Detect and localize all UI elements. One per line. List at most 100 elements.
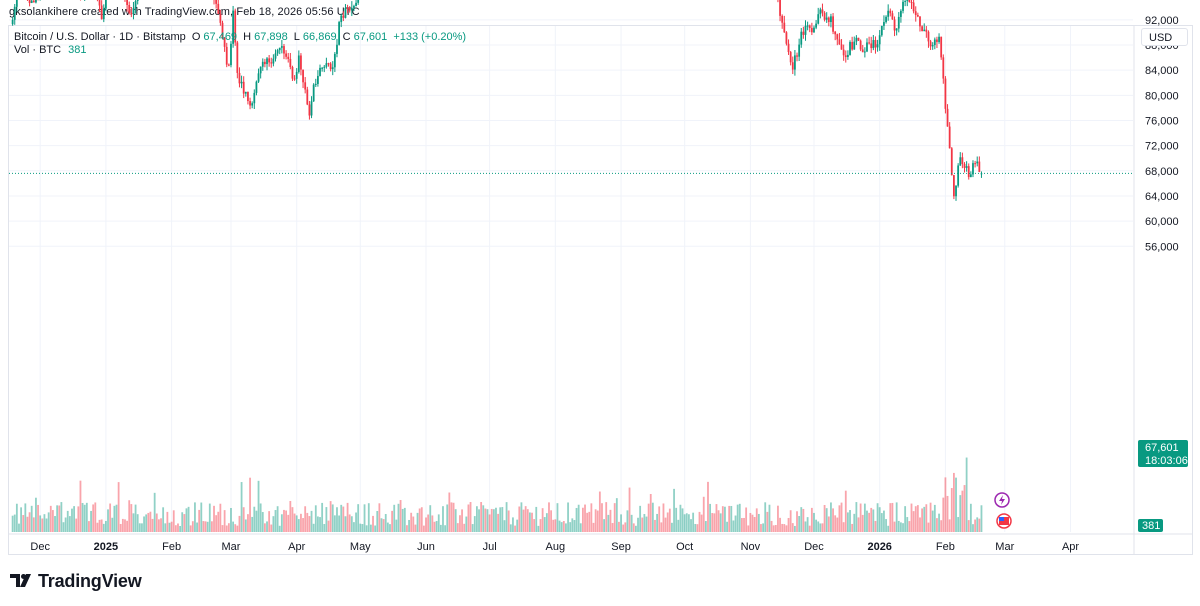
volume-bar — [649, 494, 652, 532]
volume-bar — [717, 510, 720, 532]
volume-bar — [654, 519, 656, 532]
volume-bar — [719, 513, 722, 532]
volume-bar — [503, 520, 506, 532]
volume-bar — [830, 502, 832, 532]
candle-body — [15, 0, 18, 7]
candle-body — [272, 58, 275, 64]
candle-body — [105, 0, 107, 9]
volume-bar — [272, 516, 275, 532]
candle-body — [350, 7, 353, 11]
volume-bar — [692, 512, 695, 532]
volume-bar — [891, 502, 894, 532]
volume-bar — [760, 524, 762, 532]
volume-bar — [808, 525, 811, 532]
volume-bar — [98, 519, 101, 532]
candle-body — [853, 41, 856, 50]
volume-bar — [238, 515, 241, 532]
volume-bar — [300, 513, 302, 532]
volume-bar — [374, 525, 377, 532]
candle-body — [274, 53, 277, 59]
candle-body — [874, 40, 877, 48]
chart-frame[interactable] — [8, 25, 1193, 555]
volume-bar — [149, 511, 152, 532]
volume-bar — [185, 508, 188, 532]
credit-text: gksolankihere created with TradingView.c… — [9, 6, 360, 18]
volume-bar — [342, 506, 345, 532]
volume-bar — [607, 514, 610, 532]
volume-bar — [965, 457, 968, 532]
volume-bar — [953, 472, 955, 532]
volume-bar — [785, 525, 788, 532]
volume-bar — [957, 517, 960, 532]
volume-bar — [490, 508, 493, 532]
volume-bar — [251, 516, 254, 532]
candle-body — [847, 54, 849, 58]
volume-bar — [200, 502, 203, 532]
volume-bar — [96, 522, 99, 532]
price-tick-label: 76,000 — [1145, 115, 1179, 127]
volume-bar — [143, 516, 145, 532]
candle-body — [876, 44, 879, 48]
candle-body — [238, 72, 241, 84]
price-tick-label: 72,000 — [1145, 141, 1179, 153]
volume-bar — [866, 510, 868, 532]
candle-body — [278, 47, 281, 51]
volume-bar — [128, 500, 131, 532]
candle-body — [259, 66, 262, 74]
volume-bar — [141, 523, 143, 532]
volume-bar — [847, 512, 849, 532]
volume-bar — [745, 507, 748, 532]
candle-body — [340, 15, 343, 23]
volume-bar — [779, 517, 781, 532]
candle-body — [908, 0, 911, 3]
volume-bar — [590, 503, 593, 532]
volume-bar — [208, 503, 211, 532]
volume-bar — [660, 522, 663, 532]
volume-bar — [283, 509, 285, 532]
candle-body — [264, 61, 266, 65]
volume-bar — [145, 514, 148, 532]
volume-bar — [571, 518, 574, 532]
volume-bar — [278, 525, 281, 532]
candle-body — [346, 7, 349, 9]
volume-bar — [45, 518, 48, 532]
volume-bar — [20, 507, 22, 532]
volume-bar — [194, 502, 196, 532]
volume-bar — [556, 503, 559, 532]
volume-bar — [514, 525, 516, 532]
candle-body — [342, 15, 345, 18]
volume-bar — [410, 512, 413, 532]
volume-bar — [291, 507, 294, 532]
volume-bar — [105, 520, 107, 532]
volume-bar — [933, 504, 936, 532]
candle-body — [916, 14, 919, 17]
candle-body — [919, 16, 921, 27]
candle-body — [787, 43, 790, 53]
candle-body — [255, 81, 258, 93]
currency-button[interactable]: USD — [1141, 28, 1188, 46]
volume-bar — [372, 515, 374, 532]
volume-bar — [840, 502, 843, 532]
volume-bar — [938, 513, 940, 532]
volume-bar — [613, 503, 616, 532]
volume-bar — [280, 514, 283, 532]
volume-bar — [124, 519, 126, 532]
candle-body — [813, 27, 815, 33]
volume-bar — [876, 503, 879, 532]
volume-bar — [179, 525, 181, 532]
volume-bar — [713, 513, 716, 532]
volume-bar — [448, 492, 451, 532]
candle-body — [840, 44, 843, 50]
volume-bar — [202, 521, 205, 532]
volume-bar — [198, 509, 201, 532]
volume-bar — [382, 519, 385, 532]
candle-body — [802, 31, 805, 35]
volume-bar — [529, 512, 531, 532]
candle-body — [28, 0, 31, 4]
volume-bar — [456, 523, 459, 532]
volume-bar — [893, 521, 896, 532]
volume-bar — [367, 503, 370, 532]
volume-bar — [62, 522, 65, 532]
volume-bar — [885, 519, 887, 532]
